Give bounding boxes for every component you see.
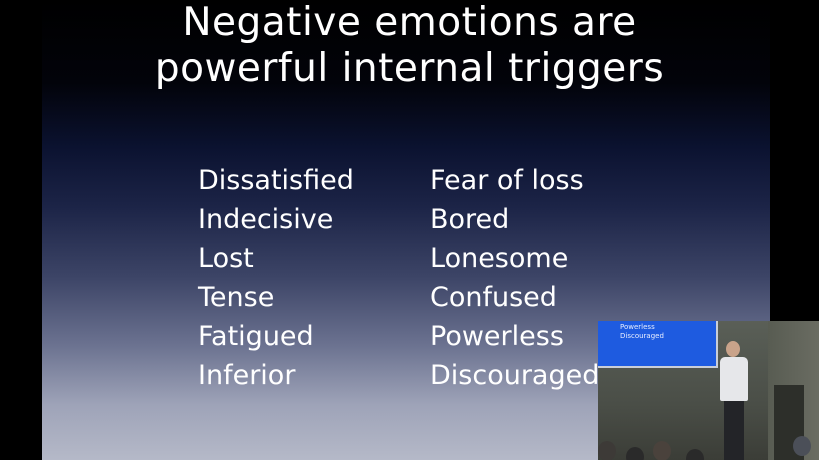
audience-member [653,441,671,460]
emotion-item: Lonesome [430,243,569,274]
emotion-item: Inferior [198,360,296,391]
emotion-item: Tense [198,282,275,313]
title-line-2: powerful internal triggers [154,46,665,91]
audience-member [793,436,811,456]
emotion-item: Bored [430,204,510,235]
speaker-legs [724,401,744,460]
emotion-list-left: Dissatisfied Indecisive Lost Tense Fatig… [198,161,354,395]
emotion-item: Confused [430,282,557,313]
emotion-item: Dissatisfied [198,165,354,196]
screen-text: Powerless [620,323,655,331]
emotion-item: Fear of loss [430,165,584,196]
audience-member [598,441,616,460]
audience-member [626,447,644,460]
audience-member [686,449,704,460]
slide-title: Negative emotions are powerful internal … [0,0,819,92]
screen-text: Discouraged [620,332,664,340]
title-line-1: Negative emotions are [182,0,637,45]
emotion-list-right: Fear of loss Bored Lonesome Confused Pow… [430,161,599,395]
speaker-body [720,357,748,401]
speaker-head [726,341,740,357]
speaker-video-inset: Powerless Discouraged [598,321,819,460]
emotion-item: Powerless [430,321,564,352]
emotion-item: Discouraged [430,360,600,391]
projector-screen: Powerless Discouraged [598,321,718,368]
emotion-item: Lost [198,243,254,274]
emotion-item: Fatigued [198,321,314,352]
emotion-item: Indecisive [198,204,334,235]
